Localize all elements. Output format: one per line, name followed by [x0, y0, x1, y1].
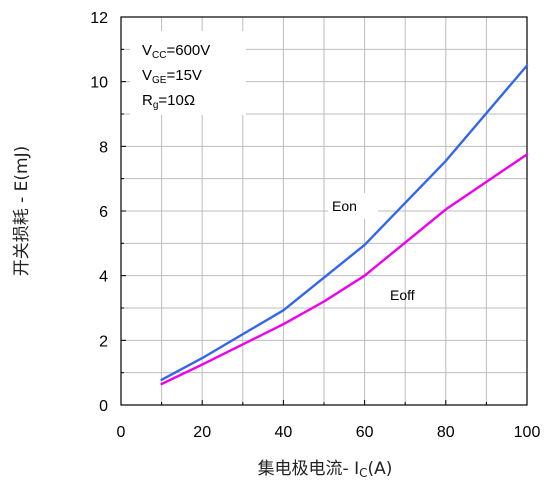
- conditions-background: [130, 31, 246, 115]
- axis-ticks: 0 20 40 60 80 100 0 2 4 6 8 10 12: [90, 10, 540, 441]
- series-line-eoff: [160, 153, 529, 386]
- test-conditions: VCC=600V VGE=15V Rg=10Ω: [130, 31, 246, 115]
- eon-label-background: [328, 193, 378, 219]
- series-label-eon: Eon: [332, 198, 357, 214]
- y-tick-label: 12: [90, 10, 108, 27]
- y-tick-label: 6: [99, 204, 108, 221]
- y-tick-label: 4: [99, 269, 108, 286]
- series-label-eoff: Eoff: [390, 287, 415, 303]
- y-tick-label: 10: [90, 75, 108, 92]
- condition-rg: Rg=10Ω: [142, 92, 195, 111]
- x-tick-label: 40: [275, 424, 293, 441]
- x-tick-label: 60: [356, 424, 374, 441]
- y-tick-label: 2: [99, 333, 108, 350]
- x-tick-label: 100: [514, 424, 541, 441]
- condition-vge: VGE=15V: [142, 67, 202, 86]
- condition-vcc: VCC=600V: [142, 42, 210, 61]
- y-tick-label: 8: [99, 139, 108, 156]
- x-tick-label: 20: [193, 424, 211, 441]
- x-tick-label: 80: [437, 424, 455, 441]
- x-axis-title: 集电极电流- IC(A): [258, 459, 393, 480]
- x-tick-label: 0: [117, 424, 126, 441]
- y-axis-title: 开关损耗 - E(mJ): [12, 146, 32, 277]
- y-tick-label: 0: [99, 398, 108, 415]
- series-line-eon: [160, 64, 529, 381]
- series-lines: [160, 64, 529, 386]
